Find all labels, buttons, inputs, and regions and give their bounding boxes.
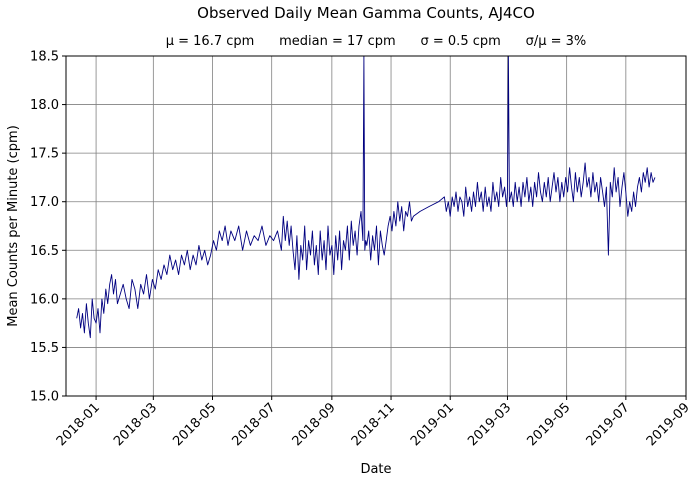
x-tick-label: 2019-05 [524,400,573,449]
x-tick-label: 2019-09 [644,400,692,449]
y-tick-label: 16.0 [30,292,59,307]
plot-frame [65,55,687,397]
y-tick-label: 15.0 [30,390,59,405]
series-line [76,55,656,339]
grid [66,55,687,397]
x-tick-label: 2018-07 [230,400,279,449]
y-tick-label: 18.0 [30,98,59,113]
y-tick-label: 17.5 [30,147,59,162]
x-tick-label: 2019-07 [584,400,633,449]
chart-subtitle: μ = 16.7 cpm median = 17 cpm σ = 0.5 cpm… [166,34,587,49]
x-tick-label: 2019-03 [465,400,514,449]
y-axis: 15.0 15.5 16.0 16.5 17.0 17.5 18.0 18.5 [30,50,66,405]
y-tick-label: 17.0 [30,195,59,210]
x-tick-label: 2018-01 [54,400,103,449]
x-tick-label: 2018-11 [349,400,398,449]
x-tick-label: 2018-03 [111,400,160,449]
y-tick-label: 16.5 [30,244,59,259]
y-axis-label: Mean Counts per Minute (cpm) [6,125,21,327]
y-tick-label: 15.5 [30,341,59,356]
x-axis: 2018-01 2018-03 2018-05 2018-07 2018-09 2018-… [54,396,692,449]
x-axis-label: Date [360,462,391,477]
x-tick-label: 2019-01 [408,400,457,449]
chart-title: Observed Daily Mean Gamma Counts, AJ4CO [197,4,535,22]
x-tick-label: 2018-05 [170,400,219,449]
series-layer [76,55,656,339]
y-tick-label: 18.5 [30,50,59,65]
x-tick-label: 2018-09 [290,400,339,449]
